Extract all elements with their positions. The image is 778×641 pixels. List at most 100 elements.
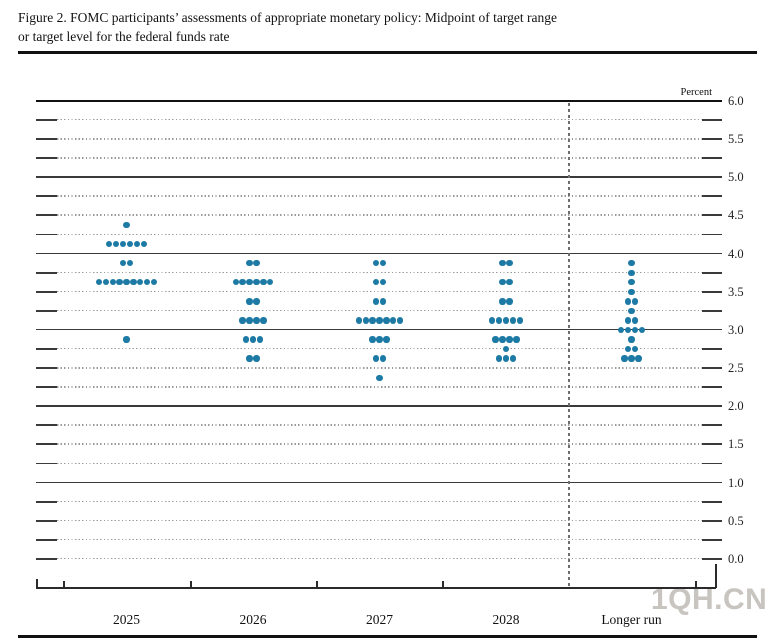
dot-2025-4.125 <box>133 240 141 248</box>
dot-longer-run-2.75 <box>624 345 632 353</box>
gridline-1.75 <box>0 424 722 427</box>
dot-longer-run-3 <box>631 326 639 334</box>
gridline-right-tick <box>702 138 722 140</box>
dot-2025-3.875 <box>119 260 127 267</box>
dot-2026-3.625 <box>253 279 260 286</box>
x-axis-label-longer-run: Longer run <box>601 612 662 627</box>
dot-longer-run-2.75 <box>631 345 639 353</box>
dot-2027-3.875 <box>379 260 387 267</box>
dot-2026-3.125 <box>239 317 246 324</box>
gridline-right-tick <box>702 214 722 217</box>
dot-2026-3.375 <box>246 298 253 305</box>
gridline-right-tick <box>702 233 722 236</box>
dot-longer-run-3.5 <box>628 288 635 296</box>
dot-2027-3.875 <box>372 260 380 267</box>
y-tick-label-5.0: 5.0 <box>728 170 744 185</box>
gridline-dotted-segment <box>57 214 702 216</box>
gridline-3.00 <box>0 328 722 331</box>
gridline-right-tick <box>702 119 722 121</box>
dot-2027-2.625 <box>372 355 380 362</box>
gridline-dotted-segment <box>57 443 702 445</box>
x-axis-boundary-tick <box>63 581 65 588</box>
dot-2025-4.125 <box>140 240 147 248</box>
gridline-1.25 <box>0 462 722 465</box>
gridline-dotted-segment <box>57 233 702 235</box>
dot-2028-3.125 <box>509 317 517 324</box>
gridline-right-tick <box>702 157 722 160</box>
dot-longer-run-2.625 <box>628 355 635 362</box>
dot-2028-2.75 <box>502 345 510 353</box>
dot-2025-3.625 <box>144 279 151 286</box>
gridline-left-tick <box>36 348 57 350</box>
dot-2025-3.625 <box>137 279 144 286</box>
gridline-dotted-segment <box>57 538 702 541</box>
dot-longer-run-2.875 <box>628 336 635 343</box>
gridline-right-tick <box>702 519 722 522</box>
x-axis-boundary-tick <box>442 581 444 588</box>
figure-title-line1: Figure 2. FOMC participants’ assessments… <box>18 10 558 25</box>
gridline-right-tick <box>702 271 722 274</box>
x-axis-label-2025: 2025 <box>113 612 140 627</box>
gridline-solid-segment <box>36 405 722 407</box>
gridline-right-tick <box>702 290 722 293</box>
dot-2028-3.625 <box>499 279 506 286</box>
gridline-right-tick <box>702 195 722 198</box>
gridline-dotted-segment <box>57 119 702 121</box>
gridline-left-tick <box>36 443 57 446</box>
gridline-solid-segment <box>36 252 722 255</box>
gridline-dotted-segment <box>57 138 702 140</box>
y-tick-label-1.5: 1.5 <box>728 437 744 452</box>
dot-2028-3.375 <box>506 298 513 305</box>
gridline-solid-segment <box>36 481 722 484</box>
x-axis-line <box>36 587 716 589</box>
gridline-left-tick <box>36 462 57 465</box>
gridline-left-tick <box>36 138 57 140</box>
gridline-right-tick <box>702 538 722 541</box>
dot-2026-3.625 <box>239 279 246 286</box>
gridline-6.00 <box>0 100 722 102</box>
y-tick-label-3.0: 3.0 <box>728 322 744 337</box>
gridline-2.50 <box>0 367 722 369</box>
x-axis-label-2026: 2026 <box>239 612 267 627</box>
x-axis-boundary-tick <box>316 581 318 588</box>
dot-2026-2.875 <box>256 336 264 343</box>
gridline-5.50 <box>0 138 722 140</box>
y-tick-label-3.5: 3.5 <box>728 284 744 299</box>
y-tick-label-0.0: 0.0 <box>728 551 744 566</box>
dot-2027-3.125 <box>369 317 376 324</box>
dot-2025-3.625 <box>123 279 130 286</box>
dot-2026-3.125 <box>246 317 253 324</box>
dot-2028-3.375 <box>499 298 506 305</box>
gridline-dotted-segment <box>57 157 702 159</box>
dot-longer-run-3.25 <box>628 307 635 315</box>
dot-longer-run-2.625 <box>621 355 628 362</box>
dot-2028-2.625 <box>509 355 517 362</box>
dot-2025-4.125 <box>119 240 127 248</box>
dot-2026-3.875 <box>253 260 260 267</box>
dot-2027-2.875 <box>376 336 383 343</box>
gridline-right-tick <box>702 309 722 312</box>
gridline-3.25 <box>0 309 722 312</box>
x-axis-boundary-tick <box>695 581 697 588</box>
gridline-right-tick <box>702 500 722 503</box>
dot-2028-2.875 <box>506 336 513 343</box>
gridline-0.00 <box>0 557 722 560</box>
dot-2025-4.125 <box>112 240 120 248</box>
gridline-left-tick <box>36 119 57 121</box>
gridline-solid-segment <box>36 176 722 178</box>
gridline-right-tick <box>702 424 722 427</box>
y-tick-label-4.0: 4.0 <box>728 246 744 261</box>
dot-2026-2.625 <box>246 355 253 362</box>
gridline-2.75 <box>0 348 722 350</box>
dot-2026-2.875 <box>249 336 257 343</box>
gridline-right-tick <box>702 462 722 465</box>
gridline-0.25 <box>0 538 722 541</box>
gridline-left-tick <box>36 157 57 160</box>
gridline-3.75 <box>0 271 722 274</box>
dot-2028-2.875 <box>492 336 499 343</box>
dot-longer-run-3.875 <box>628 260 635 267</box>
title-rule <box>18 51 757 54</box>
y-axis-unit-label: Percent <box>680 87 713 98</box>
figure-title-line2: or target level for the federal funds ra… <box>18 29 230 44</box>
